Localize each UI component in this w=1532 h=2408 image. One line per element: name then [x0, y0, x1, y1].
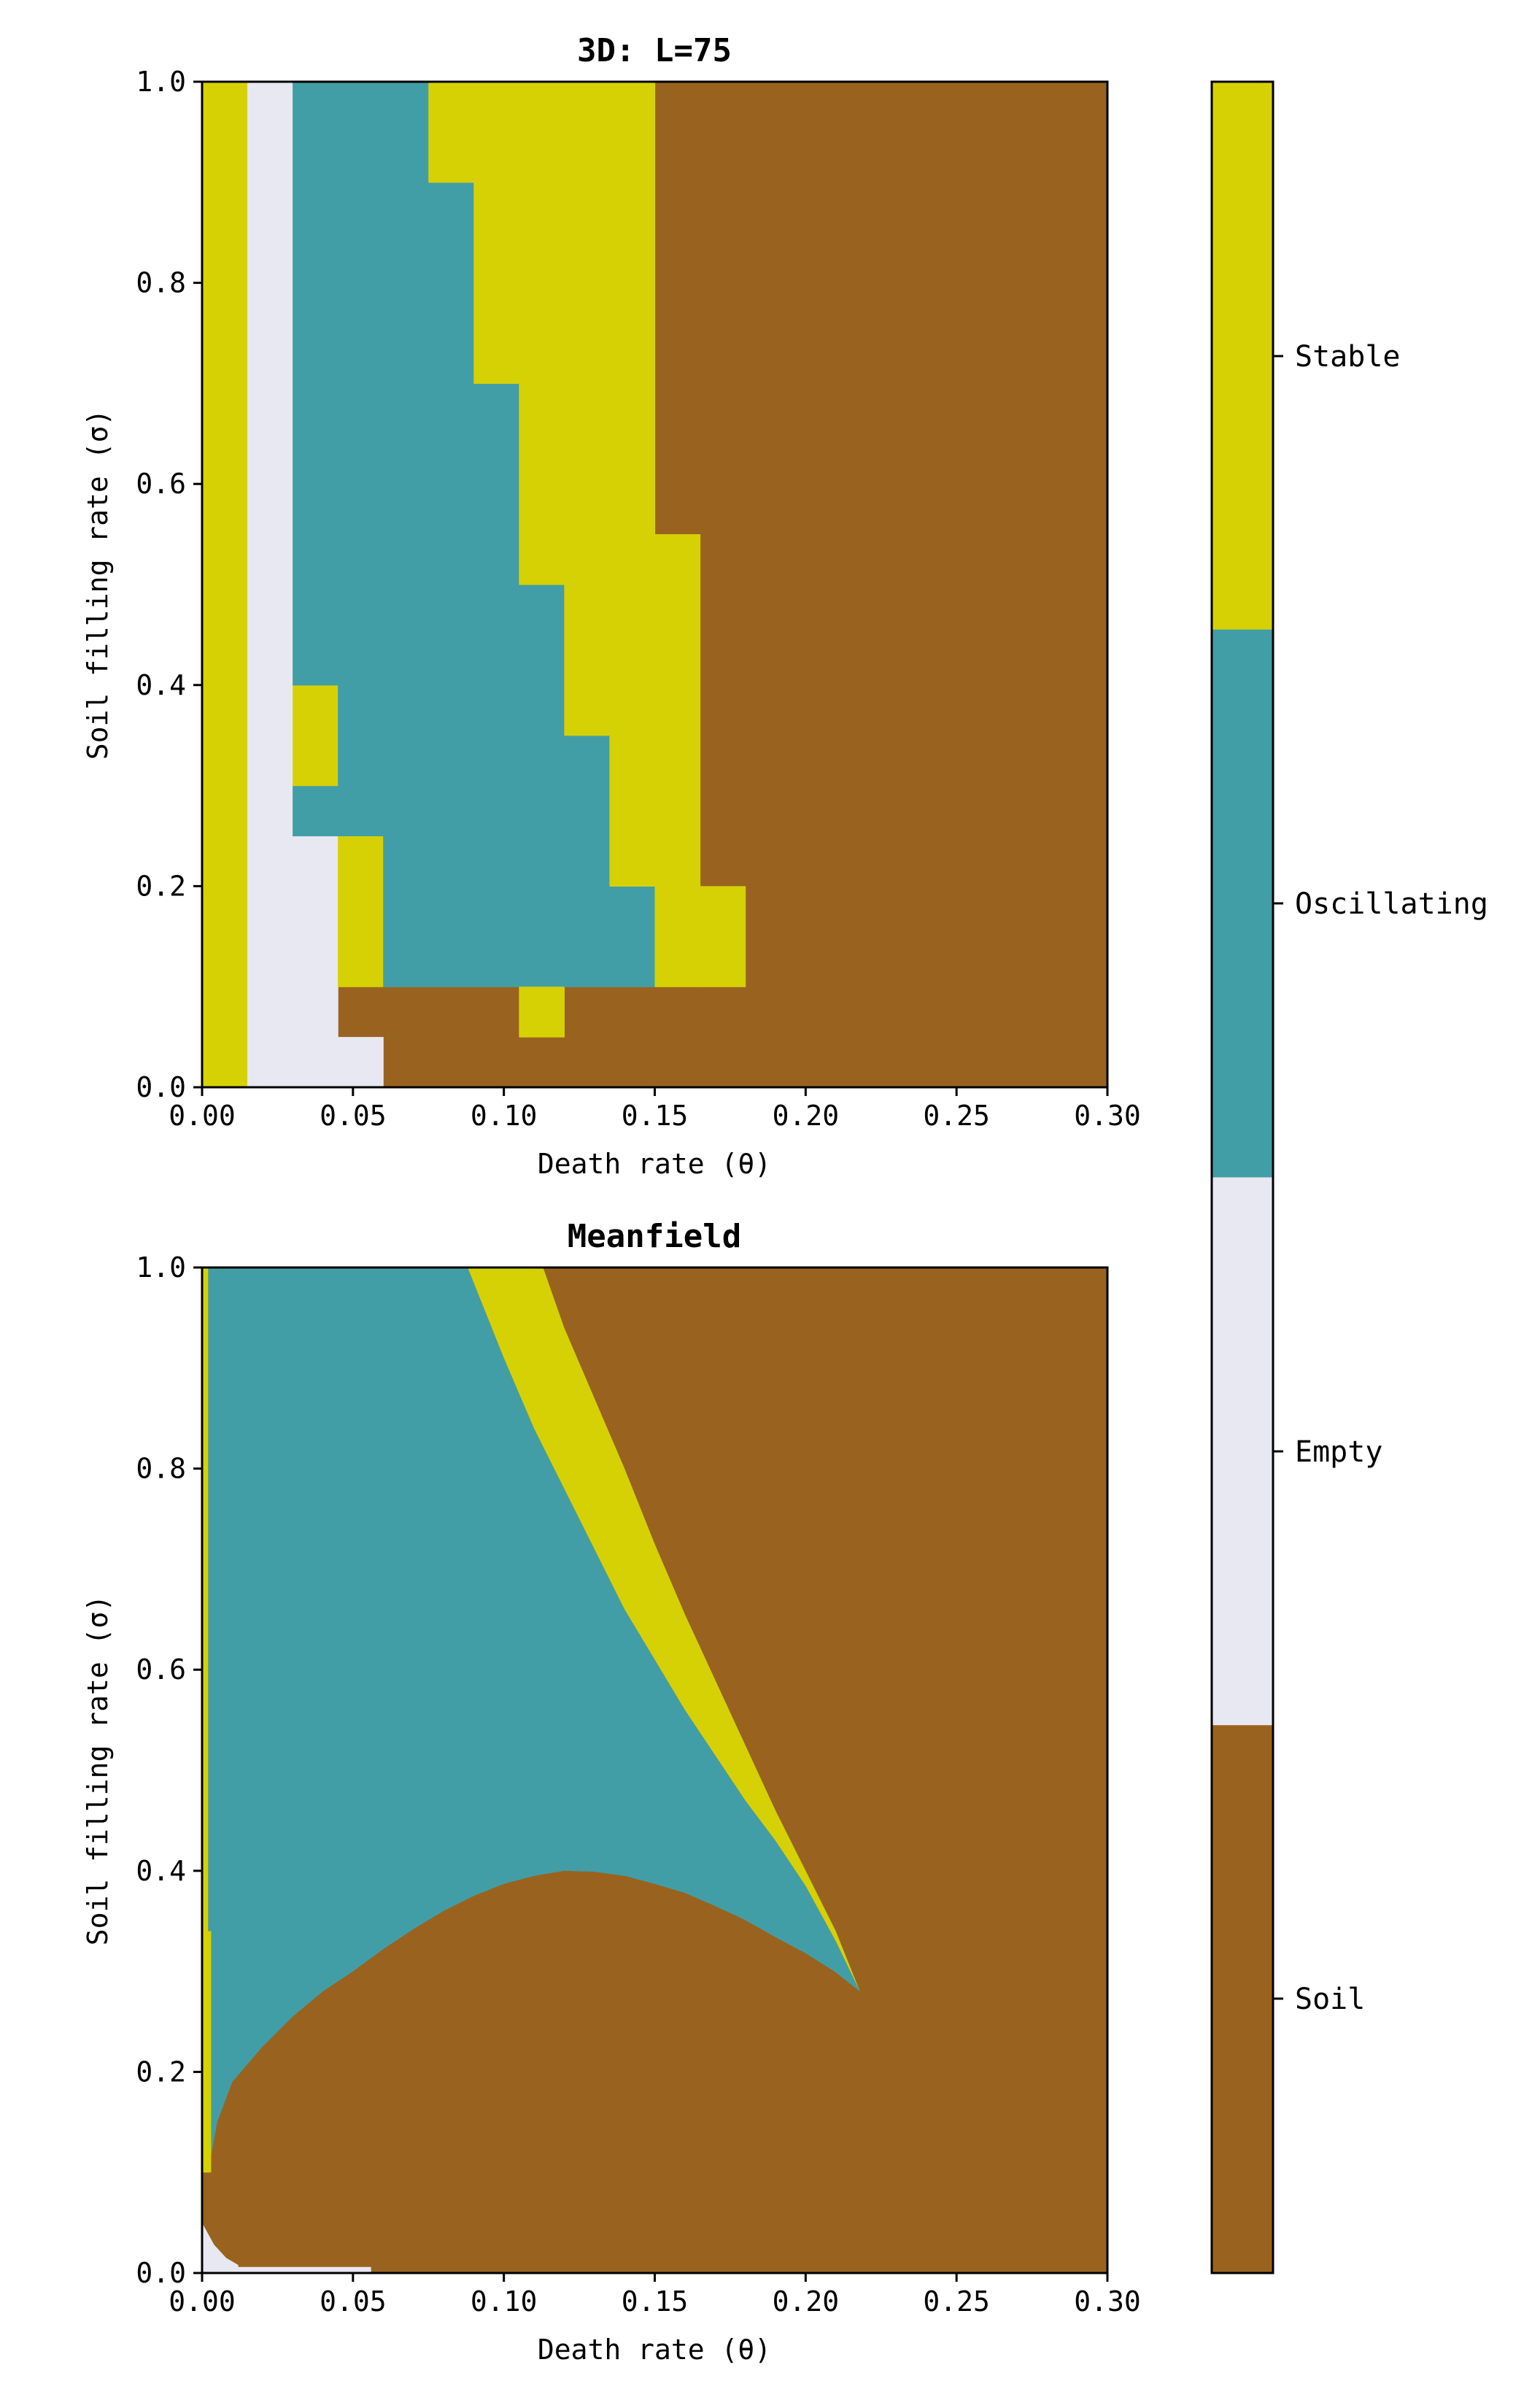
x-tick-label: 0.25: [923, 1100, 990, 1132]
plot-area-meanfield: [202, 1267, 1107, 2273]
y-axis-label-3d: Soil filling rate (σ): [82, 409, 114, 760]
x-tick-label: 0.30: [1074, 1100, 1141, 1132]
y-tick-label: 0.2: [136, 870, 186, 902]
x-tick-label: 0.25: [923, 2285, 990, 2318]
region-empty: [338, 1037, 384, 1088]
y-tick-label: 0.6: [136, 468, 186, 500]
y-tick-label: 0.8: [136, 267, 186, 299]
region-stable: [428, 82, 474, 183]
y-tick-label: 0.6: [136, 1653, 186, 1686]
x-axis-label-meanfield: Death rate (θ): [538, 2334, 771, 2366]
region-empty-strip: [202, 2266, 371, 2273]
x-tick-label: 0.00: [169, 2285, 236, 2318]
region-oscillating: [293, 82, 338, 686]
x-tick-label: 0.20: [773, 1100, 840, 1132]
region-stable-left-patch: [202, 1931, 212, 2173]
x-tick-label: 0.20: [773, 2285, 840, 2318]
region-oscillating: [473, 383, 519, 987]
x-tick-label: 0.05: [320, 1100, 387, 1132]
region-stable: [519, 987, 565, 1038]
x-tick-label: 0.15: [622, 1100, 689, 1132]
region-stable-band: [468, 1267, 860, 1992]
x-tick-label: 0.10: [471, 2285, 538, 2318]
chart-title-meanfield: Meanfield: [568, 1218, 741, 1255]
panel-meanfield: 0.00 0.05 0.10 0.15 0.20 0.25 0.30 0.00.20.40.…: [82, 1218, 1141, 2366]
colorbar-label-soil: Soil: [1295, 1983, 1365, 2016]
y-ticks-3d: 0.0 0.2 0.4 0.6 0.8 1.0: [136, 66, 202, 1103]
region-stable: [609, 82, 656, 887]
colorbar-label-stable: Stable: [1295, 340, 1401, 374]
colorbar: Stable Oscillating Empty Soil: [1210, 80, 1488, 2274]
colorbar-segment-stable: [1212, 82, 1273, 630]
region-stable: [700, 886, 746, 987]
x-tick-label: 0.15: [622, 2285, 689, 2318]
region-empty: [293, 836, 338, 1088]
region-oscillating: [208, 1267, 860, 2243]
x-tick-label: 0.30: [1074, 2285, 1141, 2318]
region-oscillating: [293, 785, 338, 837]
region-stable: [473, 82, 519, 384]
colorbar-frame: [1210, 80, 1274, 2274]
x-ticks-meanfield: 0.00 0.05 0.10 0.15 0.20 0.25 0.30: [169, 2273, 1141, 2318]
colorbar-segment-oscillating: [1212, 629, 1273, 1178]
x-axis-label-3d: Death rate (θ): [538, 1148, 771, 1180]
region-stable: [338, 836, 384, 987]
region-stable: [654, 534, 701, 987]
y-tick-label: 0.4: [136, 1855, 186, 1887]
x-ticks-3d: 0.00 0.05 0.10 0.15 0.20 0.25 0.30: [169, 1087, 1141, 1132]
region-empty-corner: [202, 2223, 239, 2273]
region-oscillating: [428, 182, 474, 987]
colorbar-label-oscillating: Oscillating: [1295, 887, 1488, 921]
region-oscillating: [519, 584, 565, 987]
y-ticks-meanfield: 0.0 0.2 0.4 0.6 0.8 1.0: [136, 1251, 202, 2289]
y-tick-label: 1.0: [136, 66, 186, 98]
region-oscillating: [383, 82, 429, 987]
y-tick-label: 0.0: [136, 2257, 186, 2289]
colorbar-segment-empty: [1212, 1177, 1273, 1726]
panel-3d-l75: 0.00 0.05 0.10 0.15 0.20 0.25 0.30 0.00.20.40.…: [82, 32, 1141, 1180]
colorbar-segment-soil: [1212, 1725, 1273, 2274]
region-stable-left-edge: [202, 1267, 209, 2173]
plot-area-3d: [202, 82, 1108, 1088]
x-tick-label: 0.05: [320, 2285, 387, 2318]
chart-title-3d: 3D: L=75: [577, 32, 732, 69]
region-stable: [202, 82, 248, 1088]
x-tick-label: 0.10: [471, 1100, 538, 1132]
y-tick-label: 1.0: [136, 1251, 186, 1284]
y-tick-label: 0.2: [136, 2056, 186, 2088]
y-tick-label: 0.0: [136, 1071, 186, 1103]
x-tick-label: 0.00: [169, 1100, 236, 1132]
region-oscillating: [338, 82, 384, 837]
region-oscillating: [609, 886, 656, 987]
colorbar-label-empty: Empty: [1295, 1435, 1382, 1469]
region-stable: [519, 82, 565, 585]
region-stable: [564, 82, 611, 736]
region-oscillating: [564, 735, 611, 987]
y-tick-label: 0.8: [136, 1453, 186, 1485]
region-empty: [247, 82, 293, 1088]
region-stable: [293, 684, 338, 787]
y-tick-label: 0.4: [136, 669, 186, 701]
y-axis-label-meanfield: Soil filling rate (σ): [82, 1595, 114, 1945]
